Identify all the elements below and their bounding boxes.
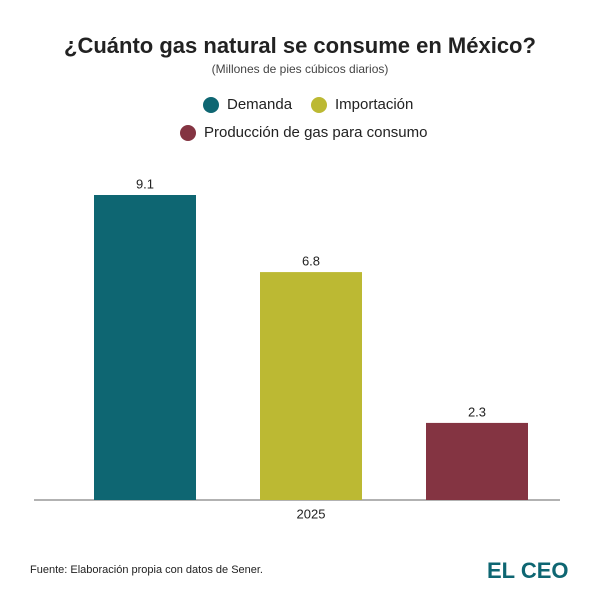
source-note: Fuente: Elaboración propia con datos de …: [30, 564, 263, 576]
value-label: 2.3: [468, 404, 486, 419]
legend-label: Demanda: [227, 96, 293, 113]
chart-title: ¿Cuánto gas natural se consume en México…: [64, 33, 536, 58]
legend-swatch: [311, 97, 327, 113]
bar: [260, 272, 362, 500]
chart-subtitle: (Millones de pies cúbicos diarios): [212, 62, 389, 76]
legend-label: Importación: [335, 96, 413, 113]
value-label: 9.1: [136, 176, 154, 191]
legend-label: Producción de gas para consumo: [204, 124, 427, 141]
logo: EL CEO: [487, 558, 569, 583]
x-tick-label: 2025: [297, 506, 326, 521]
legend-swatch: [180, 125, 196, 141]
legend-swatch: [203, 97, 219, 113]
value-label: 6.8: [302, 254, 320, 269]
bar: [94, 195, 196, 500]
bar: [426, 422, 528, 500]
